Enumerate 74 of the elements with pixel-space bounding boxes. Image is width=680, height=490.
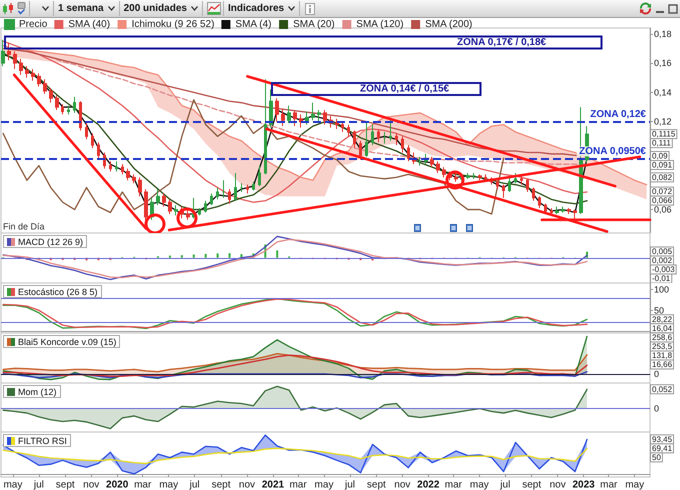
x-tick-label: may xyxy=(314,480,334,490)
chart-title: MACD (12 26 9) xyxy=(18,236,84,246)
chart-title: Estocástico (26 8 5) xyxy=(18,286,98,296)
text: 0,005 xyxy=(652,247,673,256)
x-tick-label: may xyxy=(470,480,489,490)
ref-line-label: ZONA 0,0950€ xyxy=(579,146,646,157)
text: 16,04 xyxy=(652,324,673,333)
legend-label: SMA (120) xyxy=(356,19,404,30)
ref-line-label: ZONA 0,12€ xyxy=(590,109,646,120)
x-tick-label: 2021 xyxy=(262,480,284,490)
legend-label: SMA (20) xyxy=(293,19,335,30)
text: 93,45 xyxy=(652,434,673,444)
x-tick-label: 2023 xyxy=(572,480,596,490)
x-tick-label: may xyxy=(159,480,178,490)
legend-label: Precio xyxy=(19,19,48,30)
x-tick-label: mar xyxy=(289,480,308,490)
x-tick-label: nov xyxy=(394,480,410,490)
annotation: Fin de Día xyxy=(3,222,45,232)
x-tick-label: jul xyxy=(499,480,510,490)
x-tick-label: jul xyxy=(32,480,44,490)
text: -0,003 xyxy=(652,265,676,274)
text: 131,8 xyxy=(652,351,673,360)
x-tick-label: 2020 xyxy=(106,480,129,490)
text: 0,052 xyxy=(652,384,673,394)
y-tick-label: 0,14 xyxy=(654,87,672,98)
legend-label: SMA (200) xyxy=(425,19,472,30)
x-tick-label: sept xyxy=(56,480,75,490)
text: 200 unidades xyxy=(124,3,187,14)
y-tick-label: 100 xyxy=(654,284,670,295)
x-tick-label: mar xyxy=(134,480,152,490)
annotation: ZONA 0,14€ / 0,15€ xyxy=(360,84,450,94)
x-tick-label: jul xyxy=(188,480,200,490)
text: 0,111 xyxy=(652,138,672,148)
annotation: 0,066 xyxy=(652,196,673,206)
y-tick-label: 0,16 xyxy=(654,58,672,68)
x-tick-label: mar xyxy=(444,480,463,490)
annotation: 0,082 xyxy=(652,172,673,182)
annotation: 0,091 xyxy=(652,160,673,170)
legend-label: Ichimoku (9 26 52) xyxy=(132,19,214,30)
x-tick-label: may xyxy=(625,480,644,490)
legend-label: SMA (4) xyxy=(235,19,272,30)
x-tick-label: sept xyxy=(212,480,231,490)
text: 1 semana xyxy=(58,3,104,14)
y-tick-label: 0,06 xyxy=(654,204,672,215)
text: 0,002 xyxy=(652,256,673,265)
x-tick-label: nov xyxy=(550,480,566,490)
x-tick-label: sept xyxy=(522,480,542,490)
ref-line-label: 0 xyxy=(654,404,660,414)
x-tick-label: may xyxy=(3,480,22,490)
text: -0,01 xyxy=(652,274,671,283)
text: Indicadores xyxy=(228,3,284,14)
x-tick-label: 2022 xyxy=(417,480,440,490)
y-tick-label: 0,12 xyxy=(654,116,672,127)
x-tick-label: jul xyxy=(344,480,355,490)
annotation: 0,1115 xyxy=(652,130,676,139)
text: 69,41 xyxy=(652,444,673,453)
chart-title: FILTRO RSI xyxy=(18,436,67,446)
text: 258,6 xyxy=(652,333,673,342)
annotation: ZONA 0,17€ / 0,18€ xyxy=(457,37,547,48)
text: 16,66 xyxy=(652,360,673,369)
chart-title: Blai5 Koncorde v.09 (15) xyxy=(18,336,116,346)
ref-line-label: 0 xyxy=(654,368,660,379)
annotation: 0,072 xyxy=(652,187,673,196)
annotation: 0,09 xyxy=(652,151,668,160)
legend-label: SMA (40) xyxy=(68,19,110,30)
x-tick-label: mar xyxy=(600,480,618,490)
y-tick-label: 50 xyxy=(654,305,664,316)
x-tick-label: sept xyxy=(366,480,386,490)
y-tick-label: 0,18 xyxy=(654,28,672,39)
text: 253,5 xyxy=(652,342,673,351)
chart-title: Mom (12) xyxy=(18,386,57,396)
x-tick-label: nov xyxy=(238,480,256,490)
x-tick-label: nov xyxy=(83,480,100,490)
annotation: 28,22 xyxy=(652,314,673,324)
